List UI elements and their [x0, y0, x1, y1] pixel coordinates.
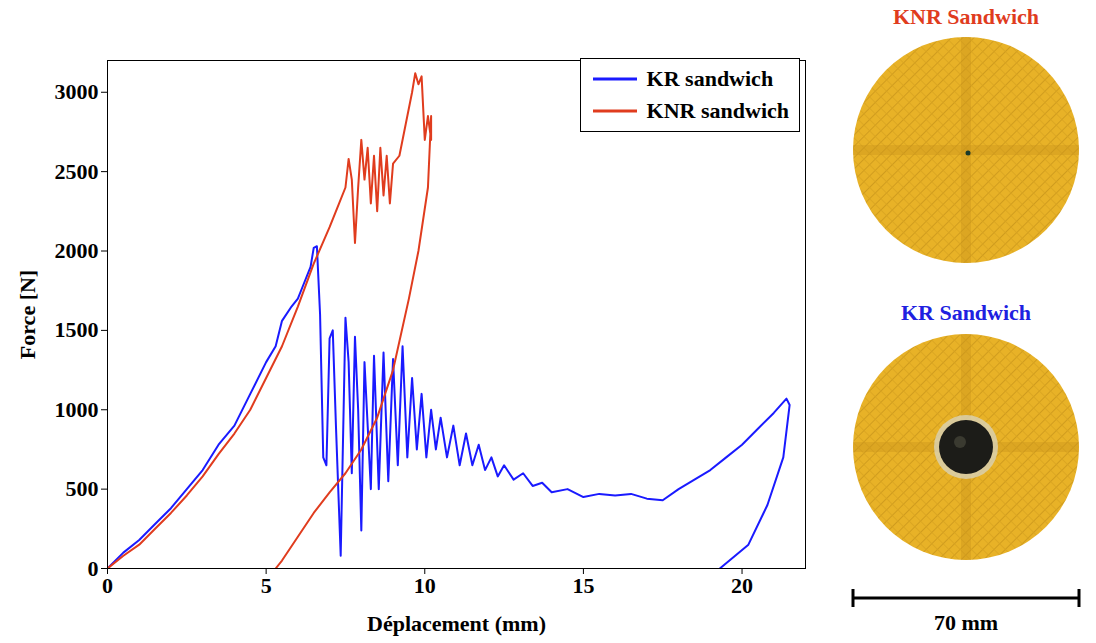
- html-text:KR sandwich: KR sandwich: [646, 66, 774, 91]
- svg-text:KNR Sandwich: KNR Sandwich: [893, 4, 1039, 29]
- svg-text:500: 500: [66, 476, 99, 501]
- svg-text:1500: 1500: [55, 317, 99, 342]
- svg-text:Force [N]: Force [N]: [15, 270, 40, 359]
- svg-text:0: 0: [102, 573, 113, 598]
- svg-text:10: 10: [414, 573, 436, 598]
- svg-text:2500: 2500: [55, 159, 99, 184]
- html-text:KNR sandwich: KNR sandwich: [646, 98, 789, 123]
- svg-text:15: 15: [572, 573, 594, 598]
- svg-text:20: 20: [731, 573, 753, 598]
- svg-text:3000: 3000: [55, 79, 99, 104]
- svg-text:2000: 2000: [55, 238, 99, 263]
- svg-text:1000: 1000: [55, 397, 99, 422]
- svg-text:5: 5: [261, 573, 272, 598]
- svg-text:0: 0: [88, 556, 99, 581]
- svg-text:KR Sandwich: KR Sandwich: [901, 300, 1031, 325]
- svg-text:Déplacement (mm): Déplacement (mm): [367, 611, 546, 636]
- svg-text:70 mm: 70 mm: [934, 610, 998, 635]
